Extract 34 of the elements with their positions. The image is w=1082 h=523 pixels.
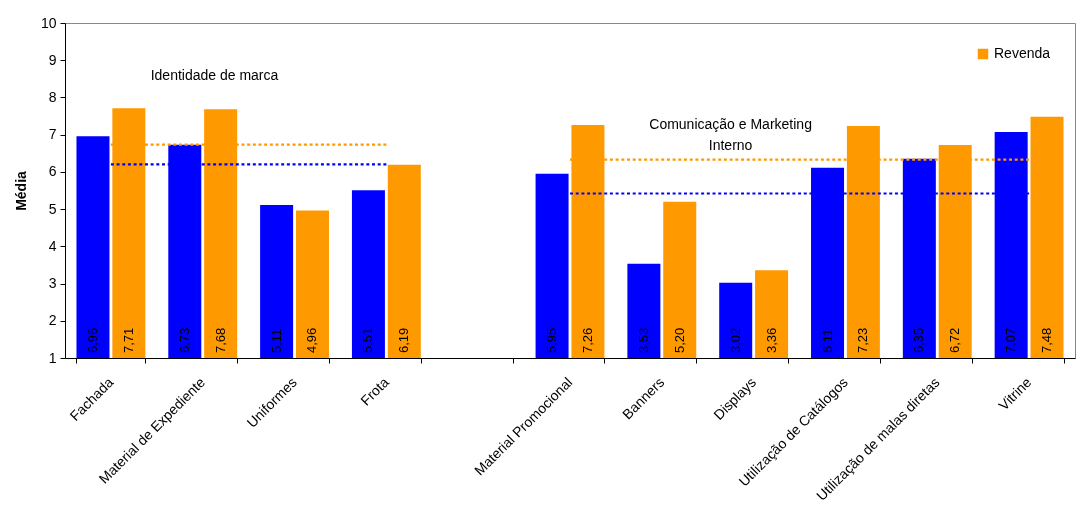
data-label: 3,02 (727, 327, 743, 353)
data-label: 5,11 (268, 328, 284, 353)
annotation: Comunicação e Marketing Interno (649, 115, 812, 153)
data-label: 5,51 (360, 327, 376, 353)
data-label: 6,72 (947, 327, 963, 353)
legend-label: Revenda (994, 45, 1051, 61)
data-label: 4,96 (304, 327, 320, 353)
y-axis-title: Média (12, 170, 29, 211)
data-label: 5,95 (544, 327, 560, 353)
data-label: 7,26 (579, 327, 595, 353)
data-label: 6,19 (396, 327, 412, 353)
data-label: 3,53 (635, 327, 651, 353)
data-label: 6,73 (176, 327, 192, 353)
data-label: 7,68 (212, 327, 228, 353)
data-label: 7,07 (1003, 327, 1019, 353)
y-tick-label: 9 (48, 51, 57, 68)
data-label: 6,35 (911, 327, 927, 353)
y-tick-label: 8 (48, 88, 57, 105)
y-tick-label: 5 (48, 200, 57, 217)
y-tick-label: 4 (48, 237, 57, 254)
y-tick-label: 10 (40, 14, 57, 31)
data-label: 3,36 (763, 327, 779, 353)
data-label: 6,96 (84, 327, 100, 353)
y-tick-label: 2 (48, 312, 57, 329)
data-label: 7,71 (120, 327, 136, 353)
y-tick-label: 3 (48, 275, 57, 292)
y-tick-label: 6 (48, 163, 57, 180)
data-label: 7,23 (855, 327, 871, 353)
data-label: 5,20 (671, 327, 687, 353)
y-tick-label: 7 (48, 126, 57, 143)
data-label: 7,48 (1039, 327, 1055, 353)
annotation: Identidade de marca (150, 66, 279, 83)
data-label: 6,11 (819, 328, 835, 353)
y-tick-label: 1 (48, 349, 57, 366)
